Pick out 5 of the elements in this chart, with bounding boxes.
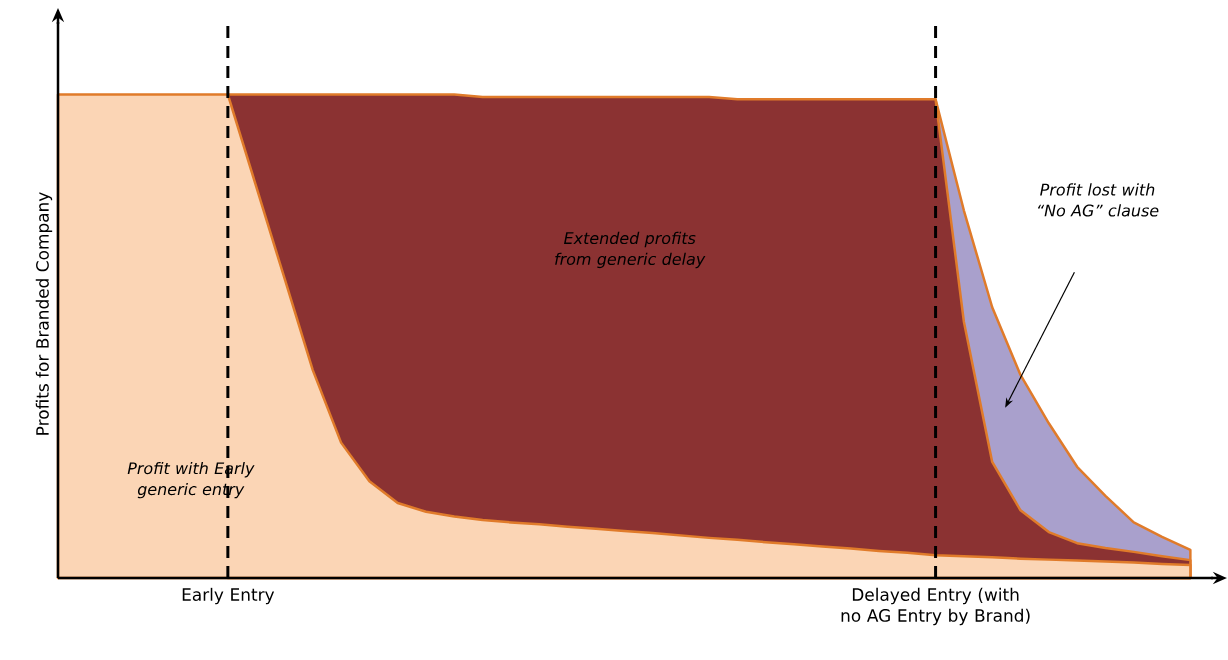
annotation: Extended profits from generic delay — [555, 231, 706, 269]
x-tick-label: Early Entry — [182, 587, 275, 605]
x-tick-label: Delayed Entry (with no AG Entry by Brand) — [841, 587, 1030, 626]
annotation: Profit lost with “No AG” clause — [1037, 183, 1159, 217]
y-axis-title: Profits for Branded Company — [35, 192, 53, 435]
